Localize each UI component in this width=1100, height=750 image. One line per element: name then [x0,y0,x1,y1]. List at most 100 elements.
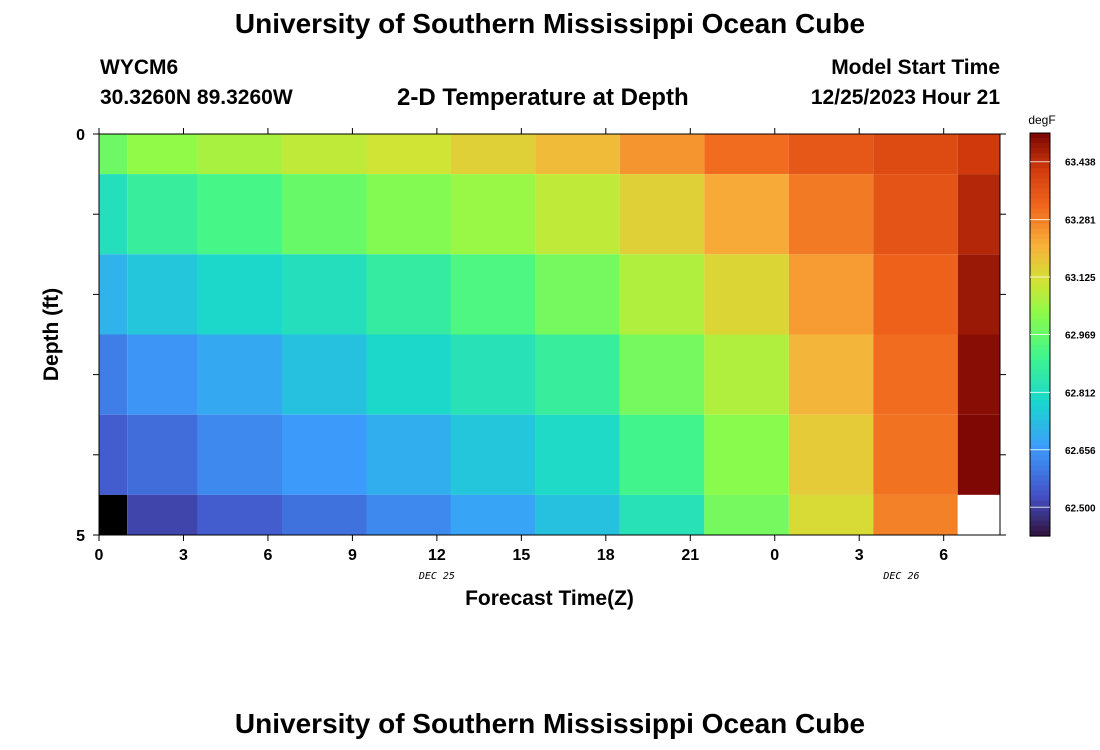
colorbar-segment [1030,520,1050,527]
colorbar-segment [1030,399,1050,406]
colorbar-tick-label: 62.500 [1065,503,1096,514]
heatmap-cell [99,174,128,255]
colorbar-segment [1030,263,1050,270]
heatmap-cell [127,414,198,495]
model-start-label: Model Start Time [831,56,1000,79]
colorbar-segment [1030,510,1050,517]
colorbar-segment [1030,500,1050,507]
colorbar-segment [1030,379,1050,386]
colorbar-segment [1030,218,1050,225]
colorbar-segment [1030,359,1050,366]
colorbar-tick-label: 63.125 [1065,273,1096,284]
heatmap-cell [535,174,620,255]
footer-title: University of Southern Mississippi Ocean… [234,708,866,739]
heatmap-cell [873,414,958,495]
heatmap-cell [99,494,128,535]
heatmap-cell [535,334,620,415]
colorbar-segment [1030,183,1050,190]
colorbar-segment [1030,133,1050,139]
colorbar-segment [1030,329,1050,336]
heatmap-cell [282,494,367,535]
heatmap-cell [366,134,451,175]
heatmap-cell [873,134,958,175]
x-tick-label: 9 [348,547,357,564]
colorbar-segment [1030,525,1050,532]
x-tick-label: 0 [770,547,779,564]
heatmap-cell [282,134,367,175]
colorbar-segment [1030,369,1050,376]
y-tick-label: 0 [76,127,85,144]
colorbar-segment [1030,198,1050,205]
heatmap-cell [619,494,705,535]
colorbar-segment [1030,405,1050,411]
heatmap-cell [957,174,1000,255]
heatmap-cell [788,174,874,255]
heatmap-cell [788,414,874,495]
date-label: DEC 26 [882,571,919,582]
heatmap-cell [450,334,536,415]
heatmap-cell [957,334,1000,415]
heatmap-cell [99,414,128,495]
x-tick-label: 6 [939,547,948,564]
colorbar-segment [1030,339,1050,346]
heatmap-cell [197,334,283,415]
heatmap-cell [197,254,283,335]
heatmap-cell [957,494,1000,535]
heatmap-cell [535,494,620,535]
colorbar-tick-label: 63.438 [1065,158,1096,169]
colorbar-unit: degF [1028,113,1055,127]
colorbar-segment [1030,420,1050,426]
heatmap-cell [957,134,1000,175]
colorbar-segment [1030,349,1050,356]
colorbar-segment [1030,299,1050,305]
colorbar-segment [1030,284,1050,290]
heatmap-cell [127,254,198,335]
colorbar-segment [1030,228,1050,235]
colorbar-segment [1030,153,1050,159]
heatmap-cell [535,254,620,335]
heatmap-cell [197,174,283,255]
heatmap-cell [788,494,874,535]
heatmap-cell [788,254,874,335]
colorbar-segment [1030,223,1050,230]
x-tick-label: 18 [597,547,615,564]
colorbar-segment [1030,470,1050,477]
colorbar-segment [1030,440,1050,446]
heatmap-cell [366,334,451,415]
colorbar-segment [1030,435,1050,441]
plot-frame [98,133,1001,536]
colorbar-segment [1030,384,1050,391]
colorbar-segment [1030,530,1050,537]
colorbar-tick-label: 63.281 [1065,216,1096,227]
heatmap-cell [535,134,620,175]
colorbar-segment [1030,364,1050,371]
colorbar-segment [1030,289,1050,295]
x-tick-label: 3 [179,547,188,564]
heatmap-cell [366,494,451,535]
colorbar-segment [1030,495,1050,502]
heatmap-cell [450,174,536,255]
colorbar-segment [1030,178,1050,184]
colorbar-segment [1030,203,1050,210]
heatmap-cell [619,254,705,335]
colorbar-segment [1030,319,1050,326]
heatmap-cell [619,334,705,415]
heatmap-cell [619,174,705,255]
colorbar-segment [1030,294,1050,300]
heatmap-cell [619,134,705,175]
heatmap-cell [704,174,789,255]
colorbar-segment [1030,490,1050,497]
colorbar-segment [1030,480,1050,487]
colorbar-segment [1030,138,1050,144]
heatmap-cell [535,414,620,495]
heatmap-cell [450,134,536,175]
colorbar-segment [1030,193,1050,200]
x-tick-labels: 0 3 6 9 12 15 18 21 0 3 6 [95,547,949,564]
model-start-value: 12/25/2023 Hour 21 [810,86,1000,109]
colorbar-segment [1030,324,1050,331]
colorbar-segment [1030,143,1050,149]
colorbar-segment [1030,505,1050,512]
colorbar-segment [1030,163,1050,169]
x-tick-label: 6 [263,547,272,564]
heatmap-cells [99,134,1000,535]
